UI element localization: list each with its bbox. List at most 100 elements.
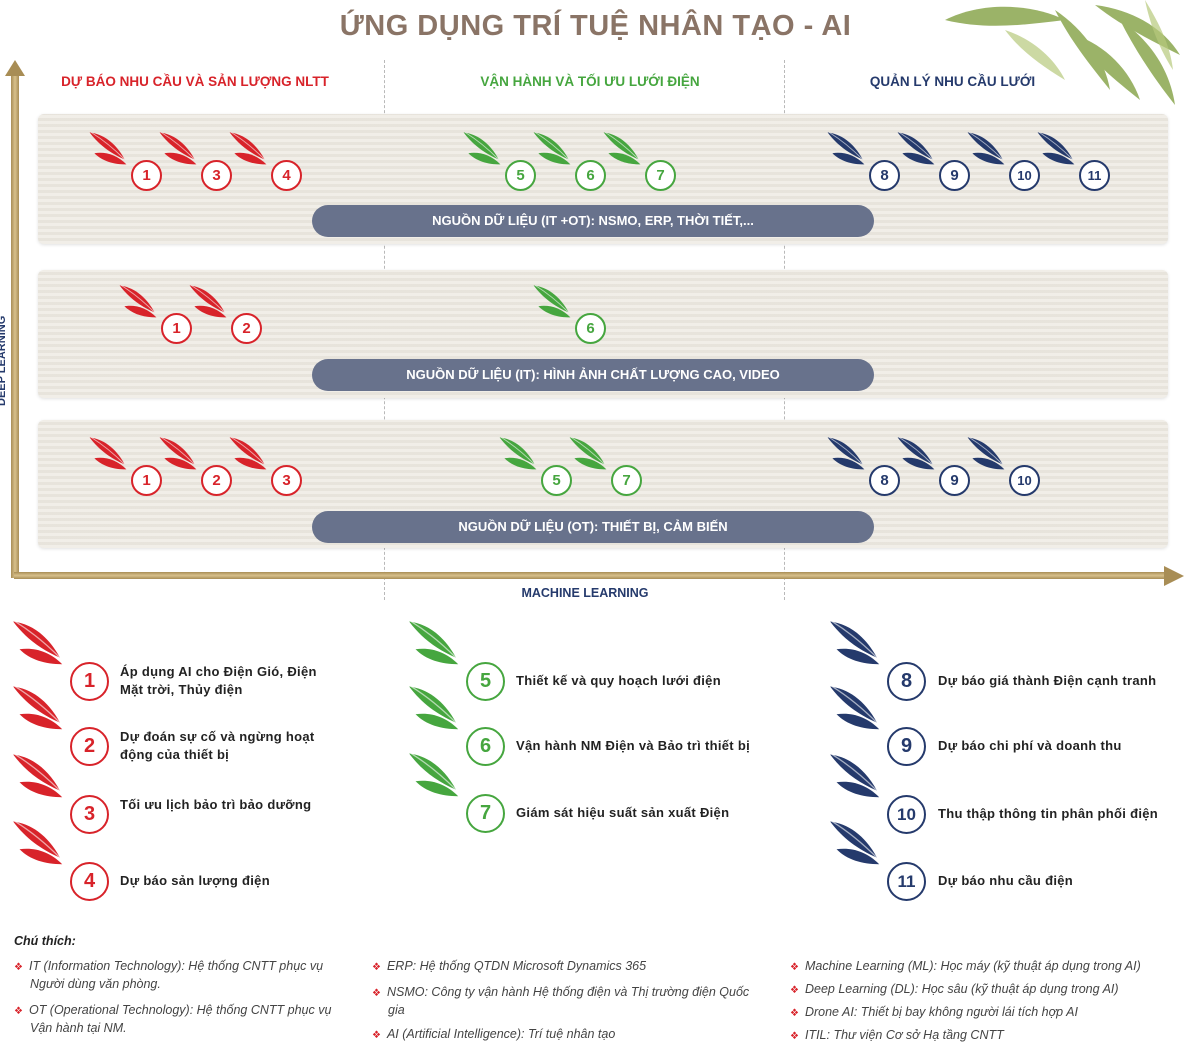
legend-leaf-icon	[11, 750, 75, 811]
application-marker-11: 11	[1079, 160, 1110, 191]
note-item: ❖ NSMO: Công ty vận hành Hệ thống điện và…	[372, 985, 750, 1017]
leaf-icon	[498, 434, 546, 481]
application-marker-10: 10	[1009, 465, 1040, 496]
note-item: ❖ AI (Artificial Intelligence): Trí tuệ n…	[372, 1027, 616, 1041]
leaf-icon	[158, 434, 206, 481]
leaf-icon	[228, 129, 276, 176]
note-item: ❖ ERP: Hệ thống QTDN Microsoft Dynamics 3…	[372, 959, 647, 973]
legend-description-9: Dự báo chi phí và doanh thu	[938, 738, 1122, 753]
leaf-icon	[532, 129, 580, 176]
application-marker-8: 8	[869, 160, 900, 191]
notes-title: Chú thích:	[14, 934, 76, 948]
application-marker-3: 3	[271, 465, 302, 496]
legend-number-3: 3	[70, 795, 109, 834]
application-marker-6: 6	[575, 313, 606, 344]
leaf-icon	[966, 434, 1014, 481]
leaf-icon	[228, 434, 276, 481]
application-marker-9: 9	[939, 160, 970, 191]
y-axis-arrow-icon	[5, 60, 25, 76]
application-marker-10: 10	[1009, 160, 1040, 191]
legend-number-8: 8	[887, 662, 926, 701]
y-axis-label: DEEP LEARNING	[0, 315, 8, 406]
legend-leaf-icon	[11, 682, 75, 743]
application-marker-1: 1	[131, 160, 162, 191]
bamboo-leaves-decoration-icon	[945, 0, 1180, 105]
leaf-icon	[568, 434, 616, 481]
x-axis-bamboo	[14, 572, 1169, 579]
legend-leaf-icon	[11, 817, 75, 878]
note-item: ❖ Drone AI: Thiết bị bay không người lái …	[790, 1005, 1078, 1019]
legend-number-5: 5	[466, 662, 505, 701]
legend-leaf-icon	[407, 682, 471, 743]
legend-description-2: Dự đoán sự cố và ngừng hoạt động của thi…	[120, 729, 315, 762]
application-marker-6: 6	[575, 160, 606, 191]
leaf-icon	[1036, 129, 1084, 176]
legend-leaf-icon	[828, 817, 892, 878]
note-item: ❖ Deep Learning (DL): Học sâu (kỹ thuật á…	[790, 982, 1119, 996]
legend-number-1: 1	[70, 662, 109, 701]
legend-description-8: Dự báo giá thành Điện cạnh tranh	[938, 673, 1157, 688]
application-marker-2: 2	[201, 465, 232, 496]
data-source-bar-it: NGUỒN DỮ LIỆU (IT): HÌNH ẢNH CHẤT LƯỢNG …	[312, 359, 874, 391]
leaf-icon	[158, 129, 206, 176]
legend-description-7: Giám sát hiệu suất sản xuất Điện	[516, 805, 730, 820]
application-marker-7: 7	[645, 160, 676, 191]
note-item: ❖ ITIL: Thư viện Cơ sở Hạ tầng CNTT	[790, 1028, 1004, 1042]
application-marker-2: 2	[231, 313, 262, 344]
legend-leaf-icon	[828, 682, 892, 743]
application-marker-3: 3	[201, 160, 232, 191]
legend-description-5: Thiết kế và quy hoạch lưới điện	[516, 673, 721, 688]
notes-column-3: ❖ Machine Learning (ML): Học máy (kỹ thuậ…	[790, 958, 1190, 1045]
legend-description-6: Vận hành NM Điện và Bảo trì thiết bị	[516, 738, 750, 753]
column-header-grid-operation: VẬN HÀNH VÀ TỐI ƯU LƯỚI ĐIỆN	[480, 74, 700, 89]
page-title: ỨNG DỤNG TRÍ TUỆ NHÂN TẠO - AI	[339, 10, 852, 42]
leaf-icon	[88, 129, 136, 176]
legend-leaf-icon	[828, 617, 892, 678]
legend-leaf-icon	[407, 749, 471, 810]
notes-column-2: ❖ ERP: Hệ thống QTDN Microsoft Dynamics 3…	[372, 958, 752, 1044]
legend-description-10: Thu thập thông tin phân phối điện	[938, 806, 1159, 821]
leaf-icon	[602, 129, 650, 176]
legend-number-9: 9	[887, 727, 926, 766]
leaf-icon	[118, 282, 166, 329]
legend-description-4: Dự báo sản lượng điện	[120, 873, 270, 888]
row-band-ot	[38, 420, 1168, 548]
note-item: ❖ Machine Learning (ML): Học máy (kỹ thuậ…	[790, 959, 1141, 973]
leaf-icon	[462, 129, 510, 176]
application-marker-7: 7	[611, 465, 642, 496]
legend-number-10: 10	[887, 795, 926, 834]
legend-leaf-icon	[828, 750, 892, 811]
data-source-bar-ot: NGUỒN DỮ LIỆU (OT): THIẾT BỊ, CẢM BIẾN	[312, 511, 874, 543]
leaf-icon	[896, 129, 944, 176]
legend-number-4: 4	[70, 862, 109, 901]
application-marker-8: 8	[869, 465, 900, 496]
leaf-icon	[966, 129, 1014, 176]
application-marker-5: 5	[505, 160, 536, 191]
leaf-icon	[88, 434, 136, 481]
legend-number-6: 6	[466, 727, 505, 766]
application-marker-9: 9	[939, 465, 970, 496]
application-marker-1: 1	[161, 313, 192, 344]
column-header-demand-management: QUẢN LÝ NHU CẦU LƯỚI	[869, 74, 1036, 89]
note-item: ❖ IT (Information Technology): Hệ thống C…	[14, 959, 324, 991]
legend-description-1: Áp dụng AI cho Điện Gió, Điện Mặt trời, …	[120, 664, 317, 697]
legend-number-7: 7	[466, 794, 505, 833]
legend-number-2: 2	[70, 727, 109, 766]
column-header-forecast: DỰ BÁO NHU CẦU VÀ SẢN LƯỢNG NLTT	[61, 74, 329, 89]
application-marker-1: 1	[131, 465, 162, 496]
legend-leaf-icon	[11, 617, 75, 678]
data-source-bar-it-ot: NGUỒN DỮ LIỆU (IT +OT): NSMO, ERP, THỜI …	[312, 205, 874, 237]
leaf-icon	[188, 282, 236, 329]
leaf-icon	[826, 434, 874, 481]
note-item: ❖ OT (Operational Technology): Hệ thống C…	[14, 1003, 332, 1035]
notes-column-1: ❖ IT (Information Technology): Hệ thống C…	[14, 958, 344, 1036]
x-axis-label: MACHINE LEARNING	[521, 586, 649, 600]
application-marker-4: 4	[271, 160, 302, 191]
y-axis-bamboo	[11, 70, 19, 578]
leaf-icon	[826, 129, 874, 176]
legend-leaf-icon	[407, 617, 471, 678]
legend-number-11: 11	[887, 862, 926, 901]
legend-description-3: Tối ưu lịch bảo trì bảo dưỡng	[120, 797, 312, 812]
leaf-icon	[896, 434, 944, 481]
legend-description-11: Dự báo nhu cầu điện	[938, 873, 1074, 888]
